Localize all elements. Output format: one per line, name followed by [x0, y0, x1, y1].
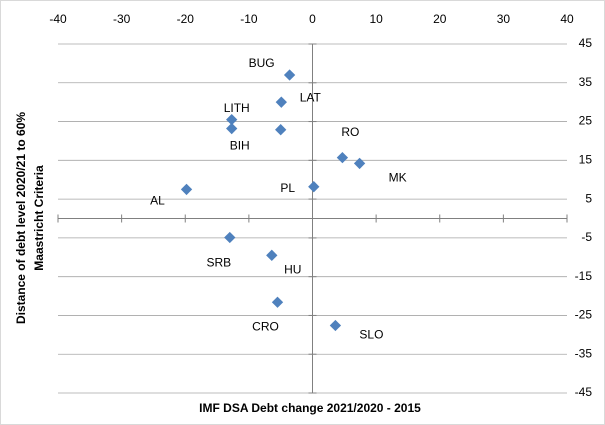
point-label: PL [280, 181, 295, 195]
point-label: BUG [249, 56, 275, 70]
point-label: LITH [224, 101, 250, 115]
x-tick-label: -40 [49, 12, 67, 26]
x-tick-label: 40 [560, 12, 574, 26]
point [271, 296, 284, 308]
point-label: AL [150, 194, 165, 208]
y-tick-label: -15 [575, 269, 593, 283]
point-label: BIH [230, 139, 250, 153]
y-tick-label: 15 [579, 153, 593, 167]
point [353, 157, 366, 170]
point-label: RO [341, 125, 359, 139]
x-tick-label: 0 [309, 12, 316, 26]
point [329, 319, 342, 332]
y-tick-label: -25 [575, 308, 593, 322]
y-tick-label: 25 [579, 114, 593, 128]
point-label: LAT [300, 90, 322, 104]
point-label: MK [389, 171, 407, 185]
y-tick-label: -5 [581, 230, 592, 244]
point-label: HU [284, 263, 301, 277]
point-label: SLO [359, 328, 383, 342]
point-label: CRO [252, 319, 279, 333]
y-tick-label: -45 [575, 385, 593, 399]
y-tick-label: -35 [575, 346, 593, 360]
y-tick-label: 35 [579, 75, 593, 89]
point [180, 183, 193, 196]
point [308, 181, 320, 193]
y-tick-label: 5 [585, 191, 592, 205]
y-axis-title: Maastricht Criteria [32, 165, 46, 271]
point-label: SRB [206, 256, 231, 270]
y-tick-label: 45 [579, 36, 593, 50]
x-tick-label: 10 [369, 12, 383, 26]
x-axis-title: IMF DSA Debt change 2021/2020 - 2015 [199, 401, 421, 415]
point [266, 249, 278, 261]
x-tick-label: 20 [433, 12, 447, 26]
x-tick-label: -30 [113, 12, 131, 26]
x-tick-label: -20 [177, 12, 195, 26]
x-tick-label: -10 [240, 12, 258, 26]
point [224, 231, 236, 244]
y-axis-title: Distance of debt level 2020/21 to 60% [14, 112, 28, 324]
x-tick-label: 30 [497, 12, 511, 26]
